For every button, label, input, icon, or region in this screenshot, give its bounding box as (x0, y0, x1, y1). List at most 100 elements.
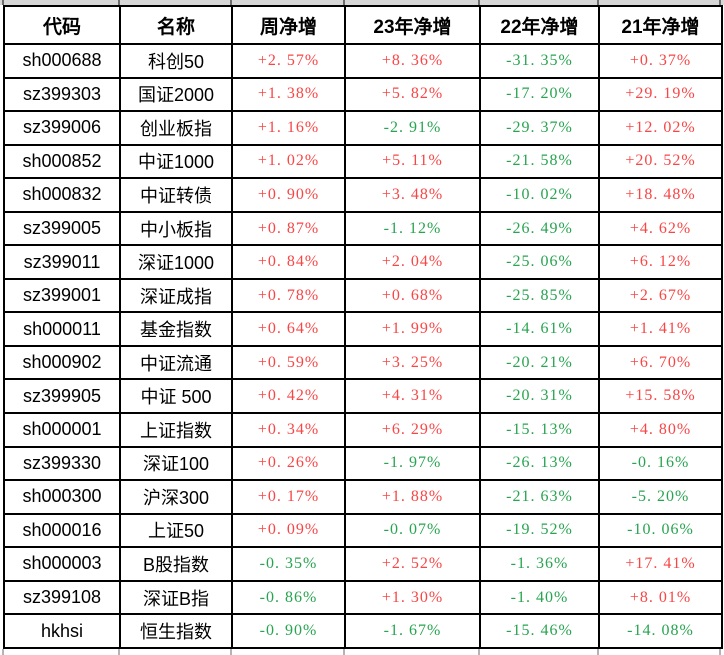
index-code-cell[interactable]: sh000902 (3, 344, 121, 381)
negative-value-cell[interactable]: -17. 20% (479, 76, 600, 113)
index-code-cell[interactable]: sh000832 (3, 177, 121, 213)
positive-value-cell[interactable]: +0. 59% (231, 344, 346, 381)
positive-value-cell[interactable]: +2. 52% (344, 546, 481, 582)
negative-value-cell[interactable]: -1. 40% (479, 579, 600, 616)
negative-value-cell[interactable]: -25. 06% (479, 244, 600, 280)
positive-value-cell[interactable]: +8. 36% (344, 43, 481, 79)
index-name-cell[interactable]: 恒生指数 (119, 613, 233, 649)
negative-value-cell[interactable]: -15. 46% (479, 613, 600, 649)
index-name-cell[interactable]: 创业板指 (119, 110, 233, 146)
positive-value-cell[interactable]: +4. 31% (344, 378, 481, 415)
positive-value-cell[interactable]: +12. 02% (598, 110, 723, 146)
index-name-cell[interactable]: 基金指数 (119, 311, 233, 347)
positive-value-cell[interactable]: +1. 41% (598, 311, 723, 347)
index-name-cell[interactable]: 上证指数 (119, 412, 233, 448)
positive-value-cell[interactable]: +0. 78% (231, 277, 346, 314)
column-header-3[interactable]: 23年净增 (344, 5, 481, 45)
index-name-cell[interactable]: 中小板指 (119, 210, 233, 247)
positive-value-cell[interactable]: +1. 16% (231, 110, 346, 146)
positive-value-cell[interactable]: +6. 70% (598, 344, 723, 381)
negative-value-cell[interactable]: -25. 85% (479, 277, 600, 314)
positive-value-cell[interactable]: +0. 68% (344, 277, 481, 314)
index-name-cell[interactable]: 中证 500 (119, 378, 233, 415)
index-name-cell[interactable]: 中证转债 (119, 177, 233, 213)
negative-value-cell[interactable]: -26. 13% (479, 445, 600, 482)
index-name-cell[interactable]: B股指数 (119, 546, 233, 582)
positive-value-cell[interactable]: +1. 02% (231, 143, 346, 180)
positive-value-cell[interactable]: +0. 64% (231, 311, 346, 347)
positive-value-cell[interactable]: +1. 30% (344, 579, 481, 616)
negative-value-cell[interactable]: -10. 06% (598, 512, 723, 549)
index-code-cell[interactable]: hkhsi (3, 613, 121, 649)
negative-value-cell[interactable]: -29. 37% (479, 110, 600, 146)
index-name-cell[interactable]: 深证100 (119, 445, 233, 482)
negative-value-cell[interactable]: -14. 08% (598, 613, 723, 649)
negative-value-cell[interactable]: -14. 61% (479, 311, 600, 347)
negative-value-cell[interactable]: -0. 16% (598, 445, 723, 482)
positive-value-cell[interactable]: +0. 84% (231, 244, 346, 280)
index-code-cell[interactable]: sz399011 (3, 244, 121, 280)
negative-value-cell[interactable]: -21. 63% (479, 479, 600, 515)
positive-value-cell[interactable]: +0. 34% (231, 412, 346, 448)
positive-value-cell[interactable]: +0. 37% (598, 43, 723, 79)
positive-value-cell[interactable]: +6. 29% (344, 412, 481, 448)
index-name-cell[interactable]: 中证1000 (119, 143, 233, 180)
negative-value-cell[interactable]: -20. 31% (479, 378, 600, 415)
negative-value-cell[interactable]: -2. 91% (344, 110, 481, 146)
column-header-4[interactable]: 22年净增 (479, 5, 600, 45)
positive-value-cell[interactable]: +2. 67% (598, 277, 723, 314)
positive-value-cell[interactable]: +18. 48% (598, 177, 723, 213)
positive-value-cell[interactable]: +20. 52% (598, 143, 723, 180)
negative-value-cell[interactable]: -31. 35% (479, 43, 600, 79)
negative-value-cell[interactable]: -1. 67% (344, 613, 481, 649)
index-code-cell[interactable]: sz399006 (3, 110, 121, 146)
positive-value-cell[interactable]: +15. 58% (598, 378, 723, 415)
index-code-cell[interactable]: sh000001 (3, 412, 121, 448)
index-code-cell[interactable]: sh000300 (3, 479, 121, 515)
index-code-cell[interactable]: sz399905 (3, 378, 121, 415)
negative-value-cell[interactable]: -5. 20% (598, 479, 723, 515)
positive-value-cell[interactable]: +0. 09% (231, 512, 346, 549)
index-code-cell[interactable]: sh000016 (3, 512, 121, 549)
negative-value-cell[interactable]: -20. 21% (479, 344, 600, 381)
index-name-cell[interactable]: 沪深300 (119, 479, 233, 515)
positive-value-cell[interactable]: +1. 38% (231, 76, 346, 113)
index-name-cell[interactable]: 深证1000 (119, 244, 233, 280)
positive-value-cell[interactable]: +3. 25% (344, 344, 481, 381)
positive-value-cell[interactable]: +5. 82% (344, 76, 481, 113)
positive-value-cell[interactable]: +6. 12% (598, 244, 723, 280)
positive-value-cell[interactable]: +8. 01% (598, 579, 723, 616)
negative-value-cell[interactable]: -0. 86% (231, 579, 346, 616)
positive-value-cell[interactable]: +4. 80% (598, 412, 723, 448)
negative-value-cell[interactable]: -26. 49% (479, 210, 600, 247)
positive-value-cell[interactable]: +4. 62% (598, 210, 723, 247)
index-name-cell[interactable]: 深证成指 (119, 277, 233, 314)
positive-value-cell[interactable]: +17. 41% (598, 546, 723, 582)
positive-value-cell[interactable]: +1. 99% (344, 311, 481, 347)
index-name-cell[interactable]: 中证流通 (119, 344, 233, 381)
negative-value-cell[interactable]: -0. 07% (344, 512, 481, 549)
index-code-cell[interactable]: sz399001 (3, 277, 121, 314)
index-code-cell[interactable]: sz399330 (3, 445, 121, 482)
index-name-cell[interactable]: 国证2000 (119, 76, 233, 113)
column-header-2[interactable]: 周净增 (231, 5, 346, 45)
negative-value-cell[interactable]: -1. 97% (344, 445, 481, 482)
positive-value-cell[interactable]: +2. 57% (231, 43, 346, 79)
index-name-cell[interactable]: 上证50 (119, 512, 233, 549)
index-code-cell[interactable]: sh000011 (3, 311, 121, 347)
positive-value-cell[interactable]: +29. 19% (598, 76, 723, 113)
index-name-cell[interactable]: 科创50 (119, 43, 233, 79)
positive-value-cell[interactable]: +0. 90% (231, 177, 346, 213)
positive-value-cell[interactable]: +0. 87% (231, 210, 346, 247)
negative-value-cell[interactable]: -10. 02% (479, 177, 600, 213)
negative-value-cell[interactable]: -0. 90% (231, 613, 346, 649)
positive-value-cell[interactable]: +1. 88% (344, 479, 481, 515)
negative-value-cell[interactable]: -19. 52% (479, 512, 600, 549)
column-header-5[interactable]: 21年净增 (598, 5, 723, 45)
positive-value-cell[interactable]: +2. 04% (344, 244, 481, 280)
negative-value-cell[interactable]: -1. 36% (479, 546, 600, 582)
positive-value-cell[interactable]: +0. 17% (231, 479, 346, 515)
positive-value-cell[interactable]: +0. 42% (231, 378, 346, 415)
index-code-cell[interactable]: sh000688 (3, 43, 121, 79)
index-name-cell[interactable]: 深证B指 (119, 579, 233, 616)
